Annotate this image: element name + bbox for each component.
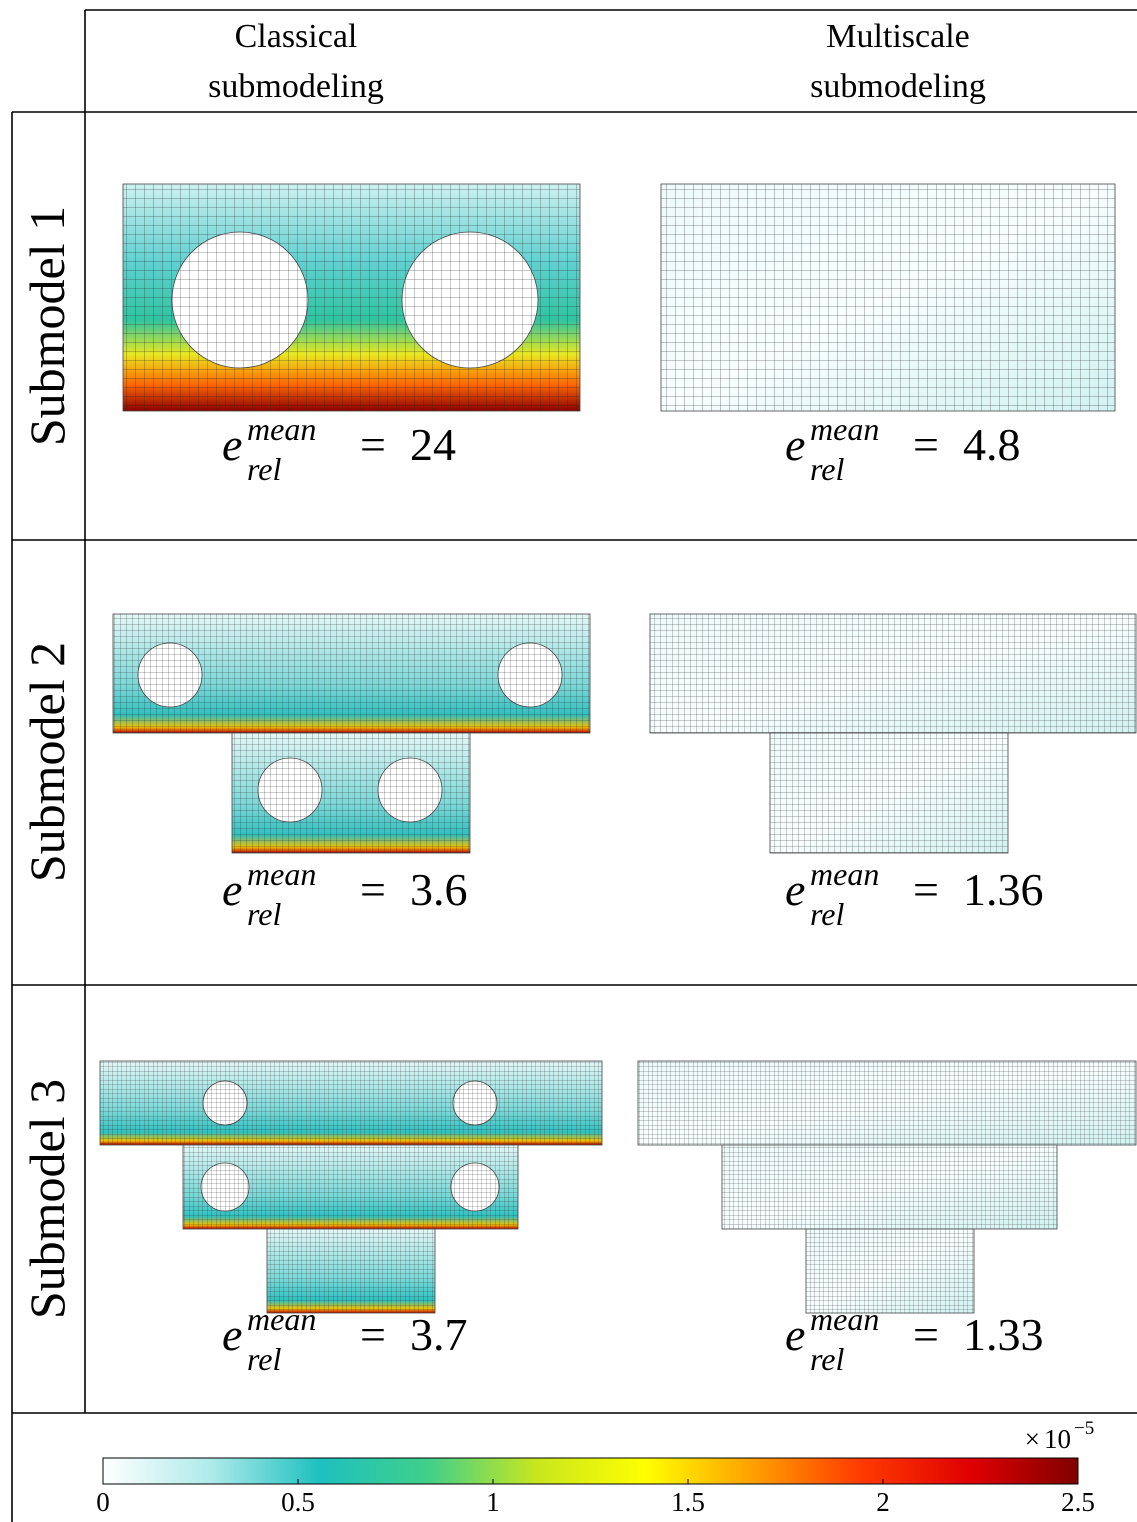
inclusion-mesh [497,642,563,708]
scale-times: × [1025,1424,1040,1454]
error-subscript: rel [810,896,844,932]
error-symbol: e [222,419,242,470]
scale-exponent: −5 [1074,1418,1094,1439]
colorbar [102,1457,1079,1485]
error-value: 4.8 [963,419,1021,470]
error-superscript: mean [810,856,879,892]
error-superscript: mean [247,1301,316,1337]
error-subscript: rel [247,1341,281,1377]
colorbar-tick-label: 0.5 [281,1487,315,1517]
mesh-grid [637,1060,1137,1146]
inclusion-mesh [450,1162,500,1212]
inclusion-mesh [401,231,539,369]
colorbar-tick-label: 0 [96,1487,110,1517]
row-label: Submodel 3 [19,1079,75,1319]
inclusion-mesh [171,231,309,369]
colorbar-tick-label: 2 [876,1487,890,1517]
mesh-grid [660,183,1116,412]
colorbar-tick-label: 1.5 [671,1487,705,1517]
equals: = [913,1309,939,1360]
error-symbol: e [222,1309,242,1360]
table-lines [11,9,1137,1522]
mesh-grid [266,1228,436,1314]
inclusion-mesh [452,1080,498,1126]
inclusion-mesh [202,1080,248,1126]
equals: = [360,1309,386,1360]
error-value: 3.7 [410,1309,468,1360]
mesh-grid [721,1144,1058,1230]
column-header: Multiscale [826,18,970,55]
error-value: 1.33 [963,1309,1044,1360]
column-header: submodeling [810,68,986,105]
mesh-plot [660,183,1116,412]
error-value: 1.36 [963,864,1044,915]
inclusion-mesh [200,1162,250,1212]
column-header: Classical [235,18,358,55]
error-superscript: mean [810,411,879,447]
inclusion-mesh [137,642,203,708]
mesh-plot [99,1060,603,1314]
error-subscript: rel [810,1341,844,1377]
error-superscript: mean [810,1301,879,1337]
equals: = [360,864,386,915]
error-symbol: e [222,864,242,915]
mesh-grid [805,1228,975,1314]
mesh-grid [769,732,1009,854]
inclusion-mesh [377,757,443,823]
equals: = [913,864,939,915]
mesh-plot [649,613,1137,854]
colorbar-tick-label: 2.5 [1061,1487,1095,1517]
colorbar-tick-label: 1 [486,1487,500,1517]
error-subscript: rel [247,896,281,932]
inclusion-mesh [257,757,323,823]
error-superscript: mean [247,411,316,447]
error-symbol: e [785,864,805,915]
error-subscript: rel [247,451,281,487]
mesh-grid [649,613,1137,734]
error-value: 3.6 [410,864,468,915]
row-label: Submodel 1 [19,206,75,446]
mesh-plot [112,613,591,854]
error-subscript: rel [810,451,844,487]
mesh-plot [637,1060,1137,1314]
scale-base: 10 [1044,1424,1071,1454]
error-symbol: e [785,1309,805,1360]
error-symbol: e [785,419,805,470]
equals: = [913,419,939,470]
error-value: 24 [410,419,456,470]
equals: = [360,419,386,470]
mesh-plot [122,183,581,412]
error-superscript: mean [247,856,316,892]
row-label: Submodel 2 [19,642,75,882]
column-header: submodeling [208,68,384,105]
mesh-grid [99,1060,603,1146]
